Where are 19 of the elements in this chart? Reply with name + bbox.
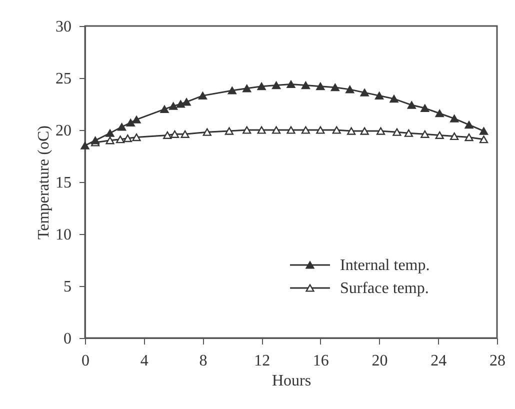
y-tick-label: 20 [56,122,72,140]
x-tick-label: 24 [430,352,447,370]
x-tick-label: 20 [372,352,388,370]
y-tick-label: 30 [56,18,72,36]
x-tick-label: 28 [490,352,506,370]
y-tick-label: 15 [56,174,72,192]
x-tick-label: 12 [254,352,270,370]
y-axis-title: Temperature (oC) [36,126,52,240]
x-tick-label: 16 [312,352,329,370]
legend-label: Internal temp. [340,257,430,274]
y-tick-label: 5 [64,278,72,296]
x-tick-label: 4 [140,352,148,370]
x-tick-label: 0 [82,352,90,370]
legend-label: Surface temp. [340,280,429,297]
y-tick-label: 10 [56,226,72,244]
x-axis-title: Hours [272,372,312,390]
y-tick-label: 25 [56,70,72,88]
x-tick-label: 8 [199,352,208,370]
y-tick-label: 0 [64,330,72,348]
